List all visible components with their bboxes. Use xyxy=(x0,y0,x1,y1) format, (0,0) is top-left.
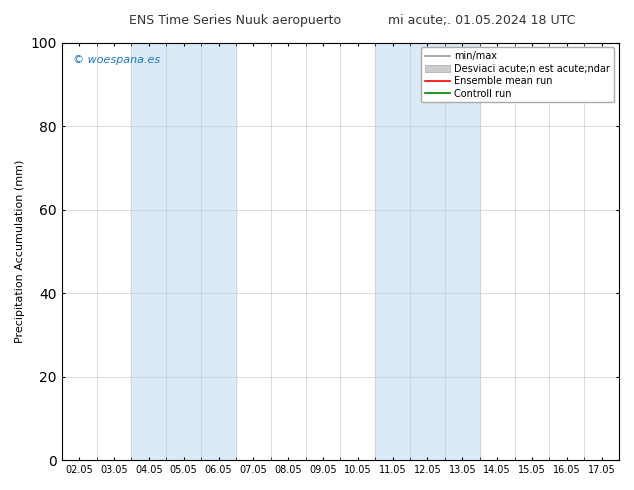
Bar xyxy=(131,43,236,460)
Text: mi acute;. 01.05.2024 18 UTC: mi acute;. 01.05.2024 18 UTC xyxy=(388,14,576,27)
Text: ENS Time Series Nuuk aeropuerto: ENS Time Series Nuuk aeropuerto xyxy=(129,14,340,27)
Text: © woespana.es: © woespana.es xyxy=(73,55,160,65)
Y-axis label: Precipitation Accumulation (mm): Precipitation Accumulation (mm) xyxy=(15,160,25,343)
Bar xyxy=(375,43,480,460)
Legend: min/max, Desviaci acute;n est acute;ndar, Ensemble mean run, Controll run: min/max, Desviaci acute;n est acute;ndar… xyxy=(422,48,614,102)
